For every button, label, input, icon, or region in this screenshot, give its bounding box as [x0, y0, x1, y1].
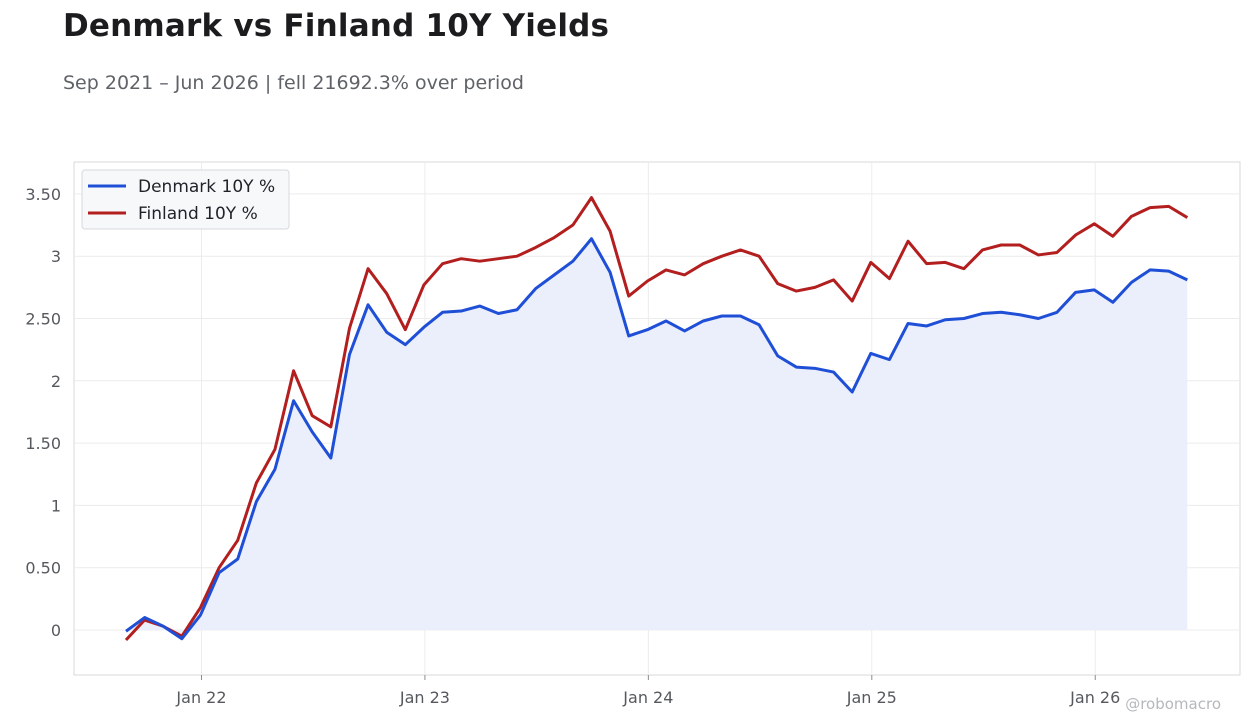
- x-tick-label: Jan 24: [622, 688, 673, 707]
- area-fill-denmark: [126, 238, 1188, 639]
- series-line-denmark: [125, 237, 1188, 641]
- series-lines: [124, 196, 1189, 641]
- x-tick-label: Jan 25: [846, 688, 897, 707]
- series-area: [126, 238, 1188, 639]
- chart-legend: Denmark 10Y % Finland 10Y %: [81, 169, 290, 230]
- y-tick-label: 0: [51, 621, 61, 640]
- legend-box: [81, 169, 290, 230]
- y-tick-label: 0.50: [25, 559, 61, 578]
- y-tick-label: 2: [51, 372, 61, 391]
- x-tick-label: Jan 22: [175, 688, 226, 707]
- y-tick-label: 1: [51, 496, 61, 515]
- axis-tick-labels: 0 0.50 1 1.50 2 2.50 3 3.50 Jan 22 Jan 23 Jan 24 Ja…: [25, 185, 1120, 707]
- legend-label-denmark: Denmark 10Y %: [138, 177, 275, 197]
- plot-frame: [73, 161, 1241, 676]
- x-tick-label: Jan 23: [399, 688, 450, 707]
- chart-subtitle: Sep 2021 – Jun 2026 | fell 21692.3% over…: [63, 72, 524, 94]
- watermark: @robomacro: [1125, 695, 1221, 713]
- legend-label-finland: Finland 10Y %: [138, 204, 258, 224]
- y-tick-label: 1.50: [25, 434, 61, 453]
- y-tick-label: 2.50: [25, 310, 61, 329]
- x-tick-label: Jan 26: [1069, 688, 1120, 707]
- y-tick-label: 3: [51, 247, 61, 266]
- y-tick-label: 3.50: [25, 185, 61, 204]
- series-line-finland: [124, 196, 1189, 641]
- chart-title: Denmark vs Finland 10Y Yields: [63, 8, 610, 44]
